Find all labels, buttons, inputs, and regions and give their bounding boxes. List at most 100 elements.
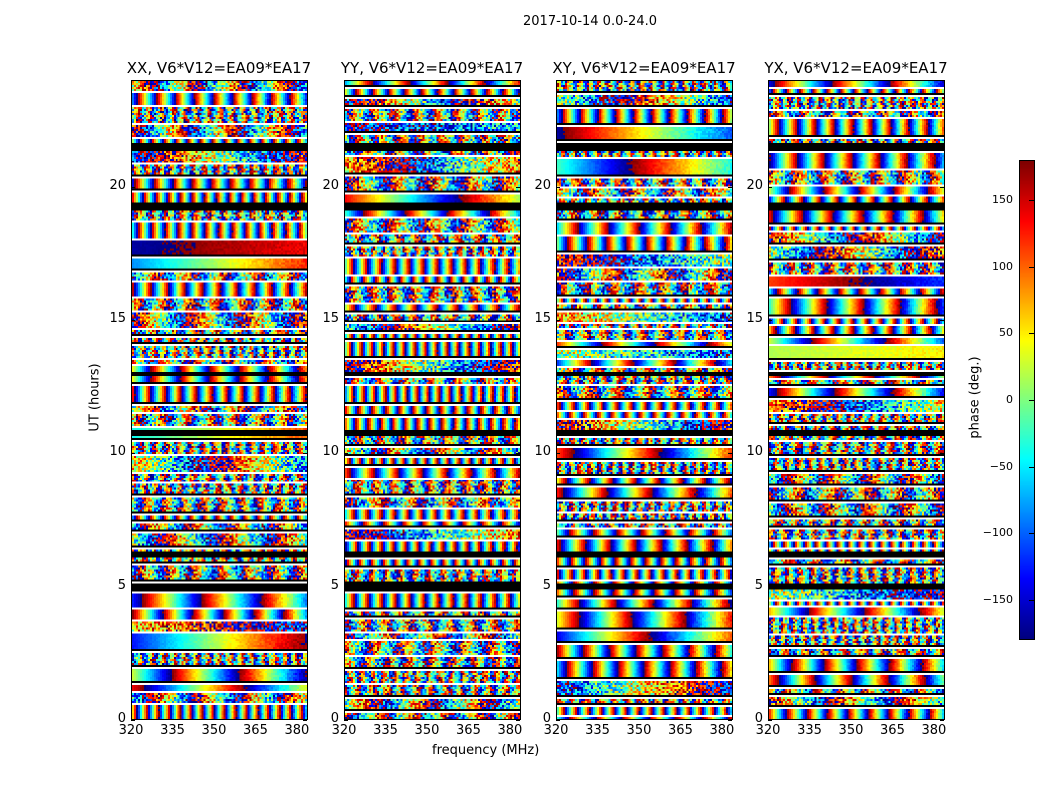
y-tick-mark xyxy=(344,586,348,588)
x-tick-label: 335 xyxy=(797,723,822,738)
y-tick-mark xyxy=(556,453,560,455)
y-tick-mark xyxy=(344,720,348,721)
heatmap-panel xyxy=(344,80,521,720)
colorbar-tick-mark xyxy=(1029,600,1034,601)
y-tick-mark xyxy=(303,720,307,721)
colorbar-tick-mark xyxy=(1029,333,1034,335)
y-tick-mark xyxy=(940,320,944,321)
y-tick-mark xyxy=(516,586,520,588)
x-tick-label: 365 xyxy=(243,723,268,738)
colorbar-tick-mark xyxy=(1029,533,1034,535)
x-tick-label: 380 xyxy=(284,723,310,738)
x-tick-label: 320 xyxy=(755,723,781,738)
y-tick-label: 10 xyxy=(109,444,126,460)
y-tick-mark xyxy=(131,186,135,188)
y-tick-label: 20 xyxy=(109,177,126,193)
y-tick-label: 0 xyxy=(542,711,551,726)
colorbar-tick-mark xyxy=(1029,266,1034,268)
heatmap-cells xyxy=(769,81,944,719)
panel-title: YY, V6*V12=EA09*EA17 xyxy=(340,59,524,77)
heatmap-cells xyxy=(345,81,520,719)
x-axis-label: frequency (MHz) xyxy=(432,743,540,758)
y-tick-label: 5 xyxy=(542,577,551,593)
y-tick-mark xyxy=(131,586,135,588)
y-tick-mark xyxy=(516,320,520,321)
y-tick-mark xyxy=(131,320,135,321)
colorbar-tick-mark xyxy=(1029,466,1034,468)
y-tick-mark xyxy=(556,720,560,721)
y-tick-mark xyxy=(131,453,135,455)
y-tick-label: 15 xyxy=(534,311,551,326)
colorbar-tick-mark xyxy=(1029,400,1034,401)
heatmap-panel xyxy=(131,80,308,720)
colorbar-tick-label: 150 xyxy=(992,193,1013,206)
heatmap-cells xyxy=(557,81,732,719)
y-tick-mark xyxy=(516,186,520,188)
x-tick-label: 320 xyxy=(118,723,144,738)
heatmap-cells xyxy=(132,81,307,719)
y-tick-mark xyxy=(728,720,732,721)
heatmap-panel xyxy=(556,80,733,720)
panel-title: YX, V6*V12=EA09*EA17 xyxy=(764,59,948,77)
y-tick-label: 0 xyxy=(330,711,339,726)
y-tick-label: 20 xyxy=(322,177,339,193)
colorbar-tick-label: 100 xyxy=(992,259,1013,273)
y-tick-mark xyxy=(940,453,944,455)
y-tick-mark xyxy=(131,720,135,721)
x-tick-label: 365 xyxy=(880,723,905,738)
y-tick-mark xyxy=(516,720,520,721)
colorbar-tick-mark xyxy=(1029,200,1034,201)
x-tick-label: 335 xyxy=(160,723,185,738)
x-tick-label: 365 xyxy=(668,723,693,738)
panel-title: XY, V6*V12=EA09*EA17 xyxy=(552,59,736,77)
y-tick-label: 10 xyxy=(322,444,339,460)
y-tick-mark xyxy=(556,586,560,588)
y-tick-label: 15 xyxy=(322,311,339,326)
y-tick-label: 20 xyxy=(534,177,551,193)
y-tick-mark xyxy=(768,320,772,321)
x-tick-label: 365 xyxy=(456,723,481,738)
y-tick-mark xyxy=(768,453,772,455)
colorbar xyxy=(1019,160,1035,640)
y-tick-label: 0 xyxy=(754,711,763,726)
y-tick-mark xyxy=(344,453,348,455)
y-tick-mark xyxy=(728,320,732,321)
y-tick-mark xyxy=(940,720,944,721)
x-tick-label: 335 xyxy=(585,723,610,738)
colorbar-tick-label: −50 xyxy=(989,459,1013,473)
colorbar-tick-label: −150 xyxy=(982,593,1013,606)
x-tick-label: 320 xyxy=(543,723,569,738)
y-tick-mark xyxy=(303,453,307,455)
y-tick-mark xyxy=(303,586,307,588)
heatmap-panel xyxy=(768,80,945,720)
y-tick-mark xyxy=(768,586,772,588)
colorbar-tick-label: 0 xyxy=(1006,393,1013,406)
x-tick-label: 350 xyxy=(838,723,864,738)
x-tick-label: 335 xyxy=(373,723,398,738)
y-tick-mark xyxy=(516,453,520,455)
x-tick-label: 350 xyxy=(414,723,440,738)
y-tick-mark xyxy=(728,586,732,588)
y-tick-mark xyxy=(728,453,732,455)
y-axis-label: UT (hours) xyxy=(87,363,103,432)
y-tick-mark xyxy=(728,186,732,188)
y-tick-mark xyxy=(940,186,944,188)
y-tick-label: 5 xyxy=(754,577,763,593)
x-tick-label: 350 xyxy=(626,723,652,738)
y-tick-label: 10 xyxy=(746,444,763,460)
y-tick-mark xyxy=(303,186,307,188)
y-tick-label: 15 xyxy=(109,311,126,326)
y-tick-mark xyxy=(768,186,772,188)
y-tick-label: 15 xyxy=(746,311,763,326)
x-tick-label: 380 xyxy=(497,723,523,738)
y-tick-mark xyxy=(556,320,560,321)
y-tick-mark xyxy=(344,186,348,188)
panel-title: XX, V6*V12=EA09*EA17 xyxy=(126,59,312,77)
y-tick-mark xyxy=(344,320,348,321)
colorbar-tick-label: 50 xyxy=(999,326,1013,340)
x-tick-label: 380 xyxy=(921,723,947,738)
x-tick-label: 320 xyxy=(331,723,357,738)
y-tick-label: 20 xyxy=(746,177,763,193)
y-tick-mark xyxy=(940,586,944,588)
